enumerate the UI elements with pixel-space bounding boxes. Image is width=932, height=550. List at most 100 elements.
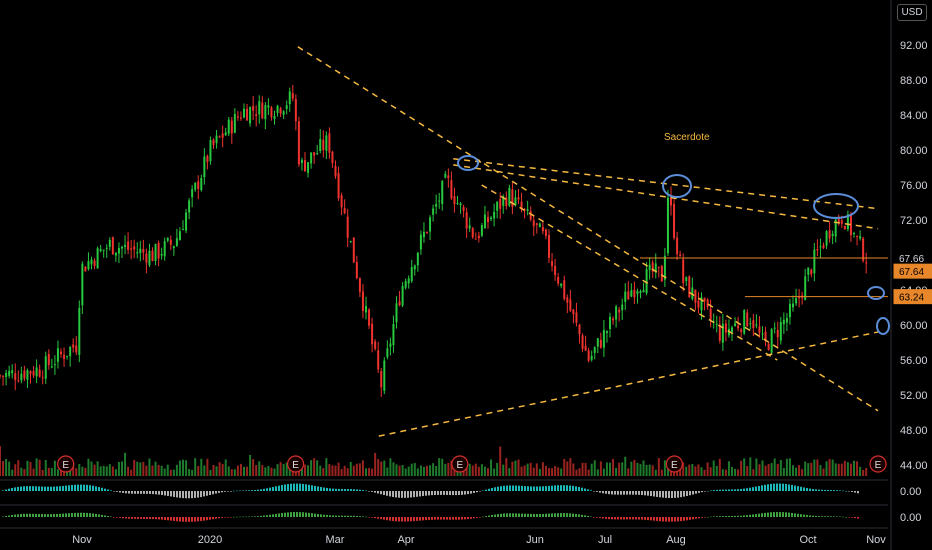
oscillator-bar xyxy=(35,513,37,517)
oscillator-bar xyxy=(182,517,184,522)
volume-bar xyxy=(575,469,578,476)
oscillator-bar xyxy=(758,485,760,491)
volume-bar xyxy=(267,466,270,476)
trendline xyxy=(378,331,879,437)
candle-body xyxy=(285,105,288,109)
oscillator-bar xyxy=(602,517,604,519)
oscillator-bar xyxy=(416,491,418,497)
oscillator-bar xyxy=(557,485,559,491)
volume-bar xyxy=(825,461,828,476)
oscillator-bar xyxy=(419,517,421,521)
candle-body xyxy=(230,120,233,134)
candle-body xyxy=(163,241,166,257)
circle-annotation xyxy=(813,193,859,219)
currency-badge[interactable]: USD xyxy=(897,4,927,21)
oscillator-bar xyxy=(5,516,7,517)
oscillator-bar xyxy=(593,517,595,518)
oscillator-bar xyxy=(275,486,277,491)
volume-bar xyxy=(212,464,215,476)
volume-bar xyxy=(727,461,730,476)
candle-body xyxy=(404,281,407,288)
oscillator-bar xyxy=(509,513,511,517)
oscillator-bar xyxy=(701,517,703,518)
volume-bar xyxy=(621,462,624,476)
oscillator-bar xyxy=(197,517,199,522)
earnings-marker[interactable] xyxy=(57,455,75,473)
candle-body xyxy=(538,223,541,228)
oscillator-bar xyxy=(377,517,379,519)
oscillator-bar xyxy=(671,517,673,522)
candle-body xyxy=(346,216,349,238)
oscillator-bar xyxy=(407,491,409,498)
oscillator-bar xyxy=(812,489,814,491)
oscillator-bar xyxy=(125,491,127,494)
oscillator-bar xyxy=(77,484,79,491)
volume-bar xyxy=(188,468,191,476)
oscillator-bar xyxy=(743,488,745,491)
oscillator-bar xyxy=(602,491,604,494)
candle-body xyxy=(551,261,554,267)
volume-bar xyxy=(337,462,340,476)
candle-body xyxy=(618,309,621,313)
oscillator-bar xyxy=(356,489,358,491)
oscillator-bar xyxy=(566,485,568,491)
oscillator-bar xyxy=(332,515,334,517)
volume-bar xyxy=(639,464,642,476)
candle-body xyxy=(246,108,249,121)
volume-bar xyxy=(666,463,669,476)
candle-body xyxy=(313,152,316,156)
earnings-marker[interactable] xyxy=(869,455,887,473)
volume-bar xyxy=(227,466,230,476)
candle-body xyxy=(102,249,105,251)
earnings-marker[interactable] xyxy=(451,455,469,473)
volume-bar xyxy=(493,468,496,476)
candle-body xyxy=(343,208,346,214)
oscillator-bar xyxy=(398,491,400,498)
oscillator-bar xyxy=(374,517,376,519)
time-axis[interactable]: Nov 2020 Mar Apr Jun Jul Aug Oct Nov xyxy=(0,527,888,546)
oscillator-bar xyxy=(641,491,643,496)
candle-body xyxy=(47,353,50,365)
volume-bar xyxy=(624,456,627,476)
candle-body xyxy=(200,178,203,191)
x-tick-label: Apr xyxy=(397,534,414,546)
oscillator-bar xyxy=(41,486,43,491)
candle-body xyxy=(578,324,581,335)
oscillator-bar xyxy=(215,491,217,494)
candle-body xyxy=(840,220,843,224)
volume-bar xyxy=(520,466,523,476)
oscillator-bar xyxy=(125,517,127,519)
price-tag-value: 67.66 xyxy=(899,254,924,265)
candle-body xyxy=(279,108,282,114)
volume-bar xyxy=(203,465,206,476)
candle-body xyxy=(2,375,5,377)
oscillator-bar xyxy=(764,512,766,517)
oscillator-bar xyxy=(635,517,637,520)
oscillator-bar xyxy=(74,484,76,491)
volume-bar xyxy=(410,463,413,476)
candle-body xyxy=(724,323,727,333)
oscillator-bar xyxy=(422,491,424,497)
earnings-marker[interactable] xyxy=(286,455,305,473)
trendline xyxy=(481,184,778,361)
oscillator-bar xyxy=(170,517,172,521)
candle-body xyxy=(630,290,633,297)
candle-body xyxy=(17,380,20,382)
volume-bar xyxy=(163,468,166,476)
candle-body xyxy=(505,197,508,206)
volume-bar xyxy=(288,467,291,476)
candle-body xyxy=(50,366,53,368)
oscillator-bar xyxy=(176,517,178,522)
candle-body xyxy=(297,121,300,165)
oscillator-bar xyxy=(569,485,571,491)
candle-body xyxy=(544,229,547,236)
oscillator-bar xyxy=(533,486,535,491)
volume-bar xyxy=(249,454,252,476)
volume-bar xyxy=(371,468,374,476)
oscillator-bar xyxy=(464,491,466,495)
earnings-marker[interactable] xyxy=(665,455,683,473)
volume-bar xyxy=(432,463,435,476)
candle-body xyxy=(194,182,197,190)
volume-bar xyxy=(32,468,35,476)
